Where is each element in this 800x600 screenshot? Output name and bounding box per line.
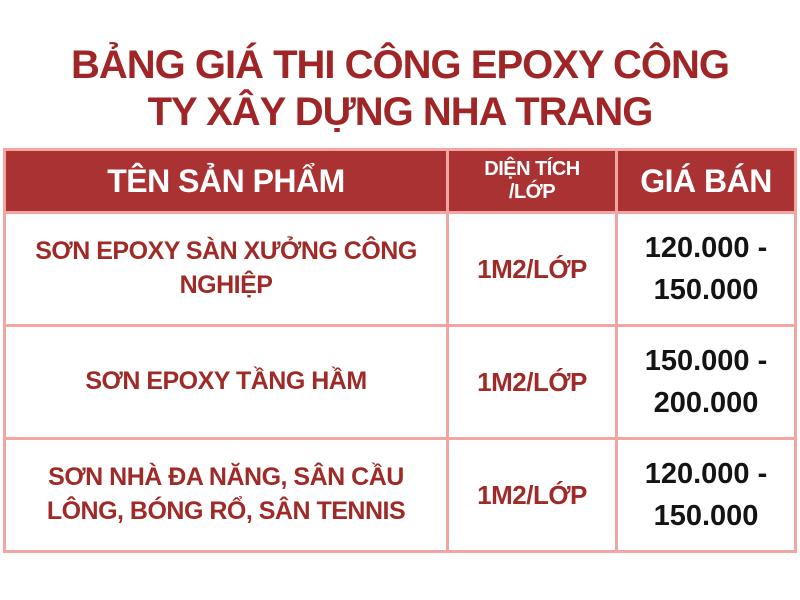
table-row-3-product: SƠN NHÀ ĐA NĂNG, SÂN CẦU LÔNG, BÓNG RỔ, …	[6, 440, 446, 550]
column-header-area: DIỆN TÍCH /LỚP	[449, 151, 615, 211]
table-row-2-product: SƠN EPOXY TẦNG HẦM	[6, 327, 446, 437]
table-row-2-area: 1M2/LỚP	[449, 327, 615, 437]
table-row-1-price: 120.000 - 150.000	[618, 214, 794, 324]
page-title-line-1: BẢNG GIÁ THI CÔNG EPOXY CÔNG	[71, 43, 730, 87]
table-row-3-price: 120.000 - 150.000	[618, 440, 794, 550]
table-row-1-product: SƠN EPOXY SÀN XƯỞNG CÔNG NGHIỆP	[6, 214, 446, 324]
table-row-2-price: 150.000 - 200.000	[618, 327, 794, 437]
page-title-line-2: TY XÂY DỰNG NHA TRANG	[147, 90, 654, 134]
table-row-3-area: 1M2/LỚP	[449, 440, 615, 550]
column-header-price: GIÁ BÁN	[618, 151, 794, 211]
page-title: BẢNG GIÁ THI CÔNG EPOXY CÔNG TY XÂY DỰNG…	[0, 0, 800, 136]
column-header-product: TÊN SẢN PHẨM	[6, 151, 446, 211]
price-table: TÊN SẢN PHẨM DIỆN TÍCH /LỚP GIÁ BÁN SƠN …	[3, 148, 797, 553]
table-row-1-area: 1M2/LỚP	[449, 214, 615, 324]
